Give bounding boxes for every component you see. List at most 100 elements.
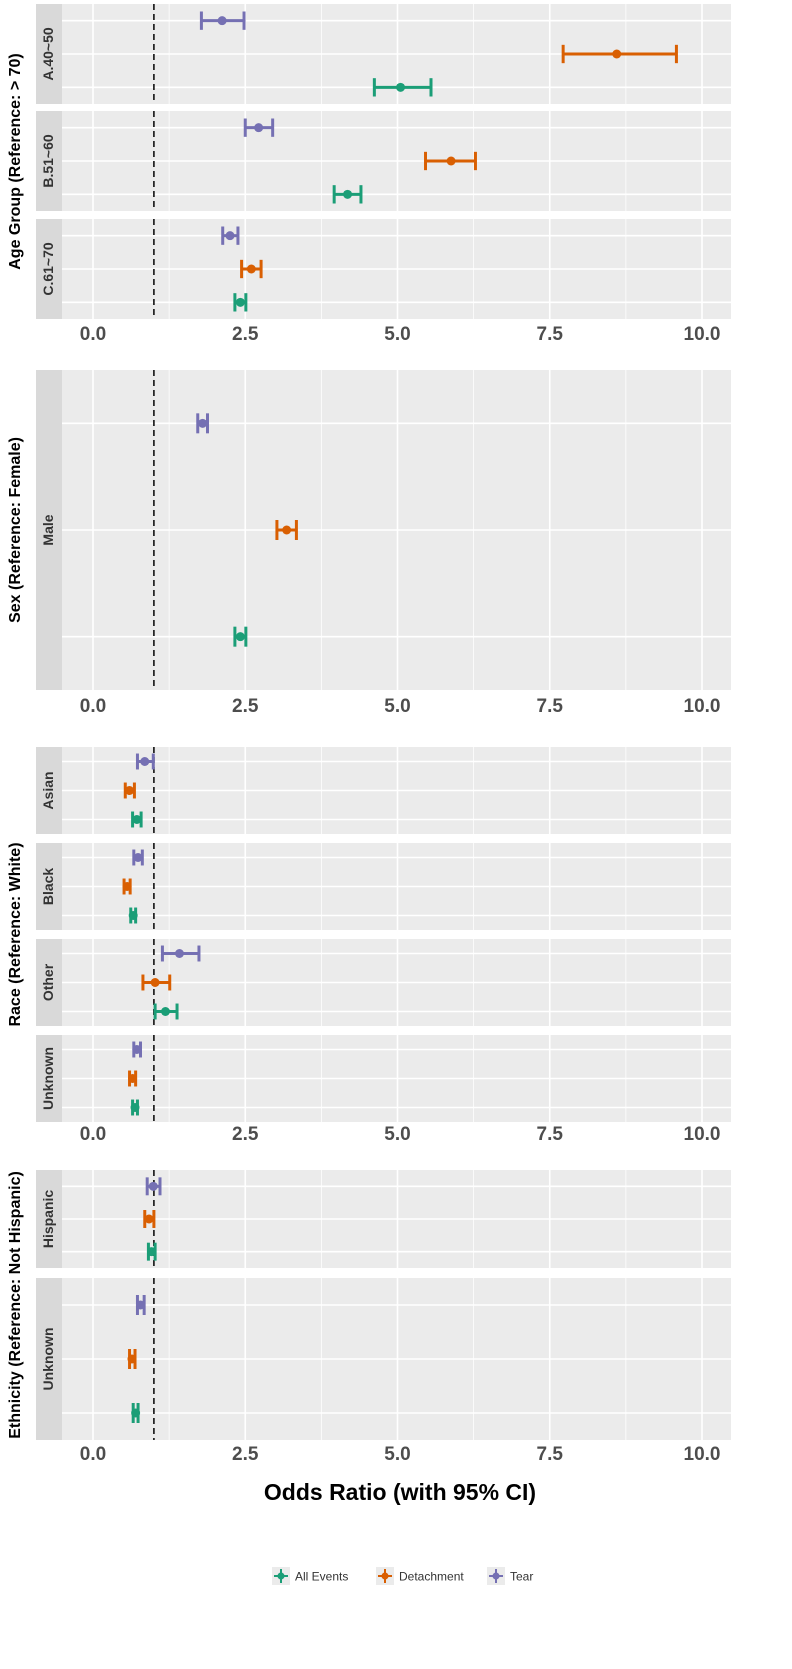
group-race-panel-other-strip-label: Other	[40, 963, 56, 1001]
group-age-panel-a-40-50-all-events-estimate-dot	[396, 82, 406, 92]
group-ethnicity-panel-unknown-strip	[36, 1278, 62, 1440]
group-age-panel-c-61-70-tear-point	[221, 226, 240, 245]
group-ethnicity-x-tick-7-5: 7.5	[537, 1444, 564, 1465]
group-age-panel-a-40-50-strip-label: A.40~50	[40, 27, 56, 81]
group-race-title: Race (Reference: White)	[7, 842, 24, 1026]
group-race-panel-other-tear-point	[160, 945, 201, 962]
group-race-panel-asian-tear-point	[135, 753, 155, 770]
group-sex-x-tick-2-5: 2.5	[232, 696, 259, 717]
legend-item-detachment: Detachment	[376, 1567, 464, 1585]
group-race-panel-black-all-events-estimate-dot	[128, 911, 138, 920]
group-ethnicity-panel-hispanic-tear-point	[145, 1177, 162, 1196]
group-ethnicity-x-tick-2-5: 2.5	[232, 1444, 259, 1465]
group-race-panel-other-all-events-estimate-dot	[160, 1007, 170, 1016]
group-ethnicity-x-tick-0-0: 0.0	[80, 1444, 106, 1465]
group-sex-x-tick-0-0: 0.0	[80, 696, 106, 717]
legend-label-tear: Tear	[510, 1570, 533, 1584]
group-age-panel-b-51-60-tear-estimate-dot	[254, 123, 264, 133]
group-age-panel-c-61-70-strip-label: C.61~70	[40, 242, 56, 296]
group-race-panel-black-all-events-point	[128, 907, 138, 924]
group-sex-panel-male-all-events-estimate-dot	[235, 632, 245, 642]
legend-key-dot	[277, 1572, 285, 1580]
group-sex-x-tick-5-0: 5.0	[384, 696, 410, 717]
group-ethnicity-panel-unknown-all-events-estimate-dot	[131, 1408, 141, 1418]
group-age-x-tick-2-5: 2.5	[232, 324, 259, 345]
group-age-x-tick-10-0: 10.0	[684, 324, 721, 345]
group-race-panel-unknown-tear-point	[132, 1041, 143, 1058]
group-sex-panel-male-strip-label: Male	[40, 514, 56, 545]
group-race-panel-unknown-detachment-estimate-dot	[128, 1074, 138, 1083]
group-race-panel-asian-strip-label: Asian	[40, 771, 56, 809]
group-age-panel-a-40-50-all-events-point	[372, 78, 433, 97]
group-race-x-tick-2-5: 2.5	[232, 1124, 259, 1145]
group-sex-panel-male-all-events-point	[233, 626, 248, 647]
group-sex-panel-male-detachment-estimate-dot	[282, 525, 292, 535]
group-age-panel-c-61-70-all-events-point	[233, 293, 248, 312]
group-race-panel-black-detachment-point	[122, 878, 132, 895]
group-ethnicity-panel-hispanic-tear-estimate-dot	[148, 1181, 158, 1191]
legend-item-tear: Tear	[487, 1567, 533, 1585]
group-age-panel-c-61-70-all-events-estimate-dot	[235, 297, 245, 307]
x-axis-title: Odds Ratio (with 95% CI)	[264, 1479, 536, 1505]
group-ethnicity-panel-unknown-strip-label: Unknown	[40, 1328, 56, 1391]
group-age-panel-b-51-60-strip-label: B.51~60	[40, 134, 56, 188]
group-ethnicity-panel-unknown-detachment-estimate-dot	[127, 1354, 137, 1364]
group-sex-panel-male-detachment-point	[275, 520, 298, 540]
group-race-panel-asian-all-events-estimate-dot	[132, 815, 142, 824]
group-age-panel-b-51-60-strip	[36, 111, 62, 211]
group-age-panel-a-40-50-tear-point	[199, 11, 246, 30]
legend-key-dot	[381, 1572, 389, 1580]
group-age-panel-b-51-60-tear-point	[243, 118, 275, 137]
group-race-panel-asian-detachment-point	[123, 782, 136, 799]
group-ethnicity-panel-unknown-all-events-point	[131, 1403, 141, 1423]
group-race-panel-asian-strip	[36, 747, 62, 834]
legend-label-detachment: Detachment	[399, 1570, 464, 1584]
group-race-panel-black-strip	[36, 843, 62, 930]
group-race-panel-unknown-strip-label: Unknown	[40, 1047, 56, 1110]
group-race-x-tick-5-0: 5.0	[384, 1124, 410, 1145]
group-race-x-tick-10-0: 10.0	[684, 1124, 721, 1145]
group-race-panel-other-strip	[36, 939, 62, 1026]
group-race-panel-black-tear-estimate-dot	[133, 853, 143, 862]
group-ethnicity-panel-hispanic-strip	[36, 1170, 62, 1268]
group-age-panel-a-40-50-strip	[36, 4, 62, 104]
group-age-panel-b-51-60-detachment-point	[424, 151, 477, 171]
group-ethnicity-panel-unknown-tear-estimate-dot	[136, 1300, 146, 1310]
group-age-panel-c-61-70-tear-estimate-dot	[225, 231, 235, 241]
group-age-panel-c-61-70-detachment-estimate-dot	[246, 264, 256, 274]
legend-label-all-events: All Events	[295, 1570, 348, 1584]
legend-item-all-events: All Events	[272, 1567, 348, 1585]
group-race-panel-unknown-strip	[36, 1035, 62, 1122]
legend-key-dot	[492, 1572, 500, 1580]
group-age-panel-a-40-50-tear-estimate-dot	[217, 16, 227, 26]
group-ethnicity-panel-unknown-detachment-point	[127, 1349, 137, 1369]
group-race-panel-unknown-all-events-point	[130, 1099, 140, 1116]
group-sex-x-tick-10-0: 10.0	[684, 696, 721, 717]
group-age-panel-b-51-60-detachment-estimate-dot	[446, 156, 456, 166]
legend: All Events Detachment Tear	[272, 1567, 533, 1585]
group-race-x-tick-7-5: 7.5	[537, 1124, 564, 1145]
group-race-panel-other-detachment-point	[141, 974, 172, 991]
group-race-panel-asian-all-events-point	[131, 811, 143, 828]
group-race-panel-asian-detachment-estimate-dot	[125, 786, 135, 795]
group-race-panel-black-strip-label: Black	[40, 868, 56, 906]
group-race-panel-black-tear-point	[132, 849, 144, 866]
group-sex-panel-male-tear-point	[196, 413, 209, 434]
group-race-x-tick-0-0: 0.0	[80, 1124, 106, 1145]
group-ethnicity-title: Ethnicity (Reference: Not Hispanic)	[7, 1171, 24, 1439]
group-age-panel-c-61-70-strip	[36, 219, 62, 319]
group-age-panel-a-40-50-detachment-estimate-dot	[612, 49, 622, 59]
group-sex-title: Sex (Reference: Female)	[7, 437, 24, 623]
group-age-x-tick-0-0: 0.0	[80, 324, 106, 345]
group-ethnicity-panel-hispanic-detachment-estimate-dot	[144, 1214, 154, 1224]
group-sex-panel-male-tear-estimate-dot	[198, 418, 208, 428]
group-ethnicity-panel-hispanic-detachment-point	[143, 1210, 156, 1228]
group-ethnicity-panel-hispanic-all-events-estimate-dot	[146, 1247, 156, 1257]
group-race-panel-other-tear-estimate-dot	[174, 949, 184, 958]
group-race-panel-unknown-tear-estimate-dot	[132, 1045, 142, 1054]
group-race-panel-unknown-all-events-estimate-dot	[130, 1103, 140, 1112]
group-ethnicity-x-tick-5-0: 5.0	[384, 1444, 410, 1465]
group-age-panel-a-40-50-detachment-point	[561, 44, 678, 64]
group-race-panel-other-all-events-point	[153, 1003, 179, 1020]
